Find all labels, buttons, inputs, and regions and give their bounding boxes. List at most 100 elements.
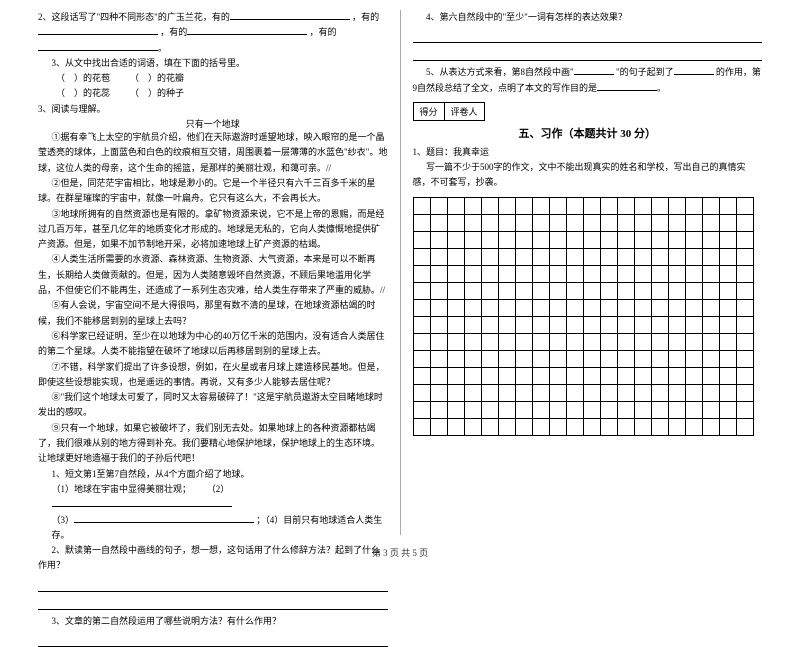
grid-cell [566, 231, 584, 249]
grid-cell [515, 333, 533, 351]
grid-cell [685, 401, 703, 419]
grid-cell [447, 282, 465, 300]
grid-cell [498, 384, 516, 402]
grid-cell [617, 333, 635, 351]
grid-row [413, 385, 763, 402]
grid-cell [600, 384, 618, 402]
grid-cell [600, 248, 618, 266]
essay-desc: 写一篇不少于500字的作文，文中不能出现真实的姓名和学校，写出自己的真情实感，不… [413, 160, 763, 191]
grid-cell [634, 214, 652, 232]
grid-cell [702, 299, 720, 317]
grid-cell [736, 214, 754, 232]
grid-cell [532, 248, 550, 266]
grid-cell [481, 333, 499, 351]
grid-cell [702, 248, 720, 266]
grid-cell [464, 265, 482, 283]
blank [187, 25, 307, 35]
grid-cell [634, 299, 652, 317]
grid-cell [566, 282, 584, 300]
grid-cell [498, 248, 516, 266]
p6: ⑥科学家已经证明，至少在以地球为中心的40万亿千米的范围内，没有适合人类居住的第… [38, 329, 388, 360]
grid-cell [515, 214, 533, 232]
grid-cell [464, 248, 482, 266]
grid-cell [617, 316, 635, 334]
grid-cell [566, 350, 584, 368]
grid-cell [668, 418, 686, 436]
grid-cell [447, 265, 465, 283]
grid-row [413, 266, 763, 283]
p2: ②但是，同茫茫宇宙相比，地球是渺小的。它是一个半径只有六千三百多千米的星球。在群… [38, 176, 388, 207]
grid-row [413, 419, 763, 436]
grid-cell [685, 231, 703, 249]
opt1b: （ ）的花瓣 [130, 71, 184, 86]
grid-cell [447, 384, 465, 402]
opt-row-2: （ ）的花蕊 （ ）的种子 [38, 86, 388, 101]
answer-line [38, 578, 388, 592]
grid-cell [549, 231, 567, 249]
grid-cell [532, 384, 550, 402]
grid-cell [413, 265, 431, 283]
grid-cell [685, 299, 703, 317]
q2d: ，有的 [310, 27, 337, 37]
grid-cell [583, 401, 601, 419]
grid-cell [532, 418, 550, 436]
grid-cell [668, 231, 686, 249]
grid-cell [736, 350, 754, 368]
grid-cell [651, 299, 669, 317]
grid-cell [447, 299, 465, 317]
grid-cell [498, 350, 516, 368]
grid-cell [464, 367, 482, 385]
grid-cell [515, 265, 533, 283]
q4: 4、第六自然段中的"至少"一词有怎样的表达效果？ [413, 10, 763, 25]
grid-cell [651, 282, 669, 300]
grid-cell [736, 248, 754, 266]
grid-cell [651, 316, 669, 334]
q1b-row: （1）地球在宇宙中显得美丽壮观； （2） [38, 482, 388, 513]
p7: ⑦不错，科学家们提出了许多设想，例如，在火星或者月球上建造移民基地。但是，即使这… [38, 360, 388, 391]
grid-cell [719, 350, 737, 368]
grid-row [413, 334, 763, 351]
grid-row [413, 197, 763, 215]
grid-cell [702, 418, 720, 436]
grid-cell [549, 367, 567, 385]
q5b: "的句子起到了 [616, 67, 674, 77]
grid-cell [651, 231, 669, 249]
grid-cell [498, 367, 516, 385]
grid-cell [651, 384, 669, 402]
grid-cell [702, 265, 720, 283]
grid-cell [600, 282, 618, 300]
grid-cell [413, 248, 431, 266]
grid-cell [566, 265, 584, 283]
q5-line: 5、从表达方式来看，第8自然段中画" "的句子起到了 的作用，第9自然段总结了全… [413, 65, 763, 96]
grid-cell [668, 401, 686, 419]
grid-cell [736, 197, 754, 215]
grid-cell [566, 197, 584, 215]
grid-cell [719, 316, 737, 334]
grid-cell [600, 197, 618, 215]
grid-cell [583, 333, 601, 351]
grid-cell [549, 248, 567, 266]
grid-cell [549, 265, 567, 283]
grid-cell [702, 282, 720, 300]
grid-cell [702, 197, 720, 215]
q2-text: 2、这段话写了"四种不同形态"的广玉兰花，有的 [38, 12, 230, 22]
grid-cell [413, 231, 431, 249]
grid-cell [583, 197, 601, 215]
grid-cell [583, 265, 601, 283]
grid-cell [685, 350, 703, 368]
grid-cell [702, 316, 720, 334]
opt1a: （ ）的花苞 [56, 71, 110, 86]
grid-cell [634, 333, 652, 351]
grid-cell [651, 333, 669, 351]
grid-cell [532, 350, 550, 368]
grid-cell [685, 214, 703, 232]
grid-cell [685, 367, 703, 385]
grid-cell [583, 282, 601, 300]
grid-cell [532, 282, 550, 300]
grid-cell [532, 214, 550, 232]
grid-cell [719, 265, 737, 283]
grid-cell [566, 384, 584, 402]
grid-cell [481, 282, 499, 300]
grid-cell [617, 418, 635, 436]
grid-cell [549, 418, 567, 436]
